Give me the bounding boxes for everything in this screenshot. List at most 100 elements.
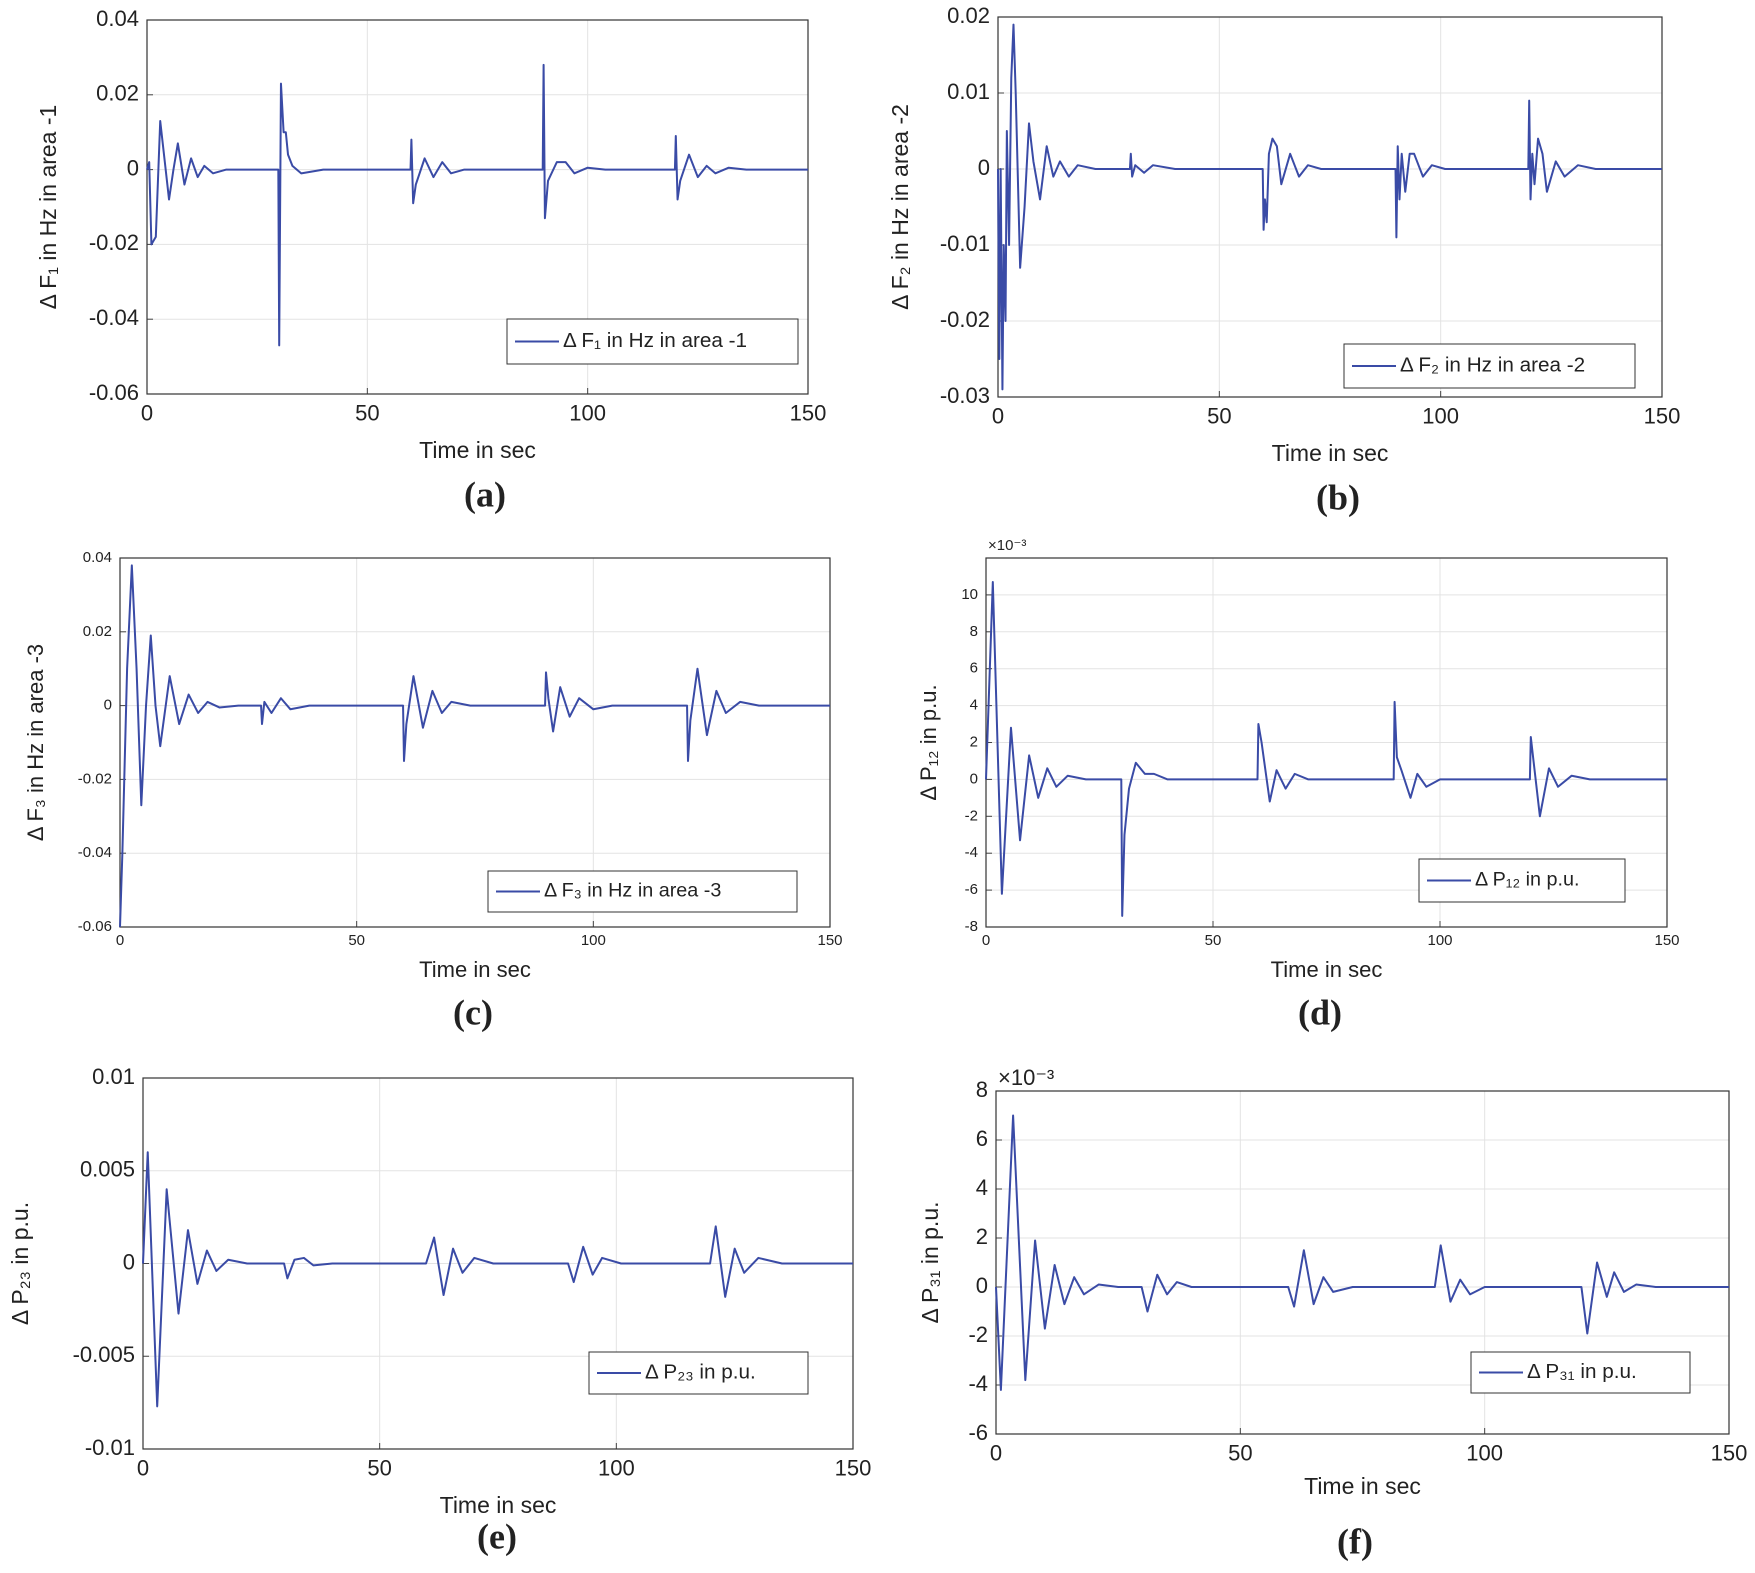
x-tick-label: 0: [116, 932, 124, 949]
y-tick-label: -4: [968, 1371, 988, 1396]
y-tick-label: -0.03: [940, 383, 990, 408]
x-axis-label: Time in sec: [1272, 440, 1389, 466]
plot-frame: [985, 557, 1668, 928]
y-tick-label: 8: [970, 623, 978, 640]
y-tick-label: 2: [970, 733, 978, 750]
x-axis-label: Time in sec: [440, 1492, 557, 1518]
x-tick-label: 100: [1427, 932, 1452, 949]
x-tick-label: 0: [992, 404, 1004, 429]
y-tick-label: -4: [965, 844, 978, 861]
x-axis-label: Time in sec: [419, 957, 531, 982]
x-tick-label: 150: [1654, 932, 1679, 949]
x-tick-label: 100: [569, 401, 606, 426]
chart-panel: -0.06 -0.04 -0.02 0 0.02 0.04 0 50 100 150 Time in…: [35, 6, 826, 514]
chart-panel: -0.01 -0.005 0 0.005 0.01 0 50 100 150 Time in se…: [7, 1064, 871, 1556]
y-tick-label: 0.005: [80, 1157, 135, 1182]
y-tick-label: -0.01: [940, 231, 990, 256]
panel-caption: (c): [453, 992, 493, 1032]
data-line: [146, 63, 808, 347]
x-tick-label: 150: [1644, 404, 1681, 429]
data-line: [995, 1114, 1729, 1391]
data-line: [119, 564, 830, 928]
panel-caption: (d): [1298, 992, 1342, 1032]
x-tick-label: 50: [1228, 1441, 1252, 1466]
x-axis-label: Time in sec: [1304, 1473, 1421, 1499]
x-tick-label: 0: [982, 932, 990, 949]
y-axis-label: Δ F₃ in Hz in area -3: [23, 644, 48, 841]
x-axis-label: Time in sec: [419, 437, 536, 463]
y-axis-label: Δ P₂₃ in p.u.: [7, 1202, 33, 1325]
y-tick-label: 0: [123, 1249, 135, 1274]
data-line: [985, 580, 1667, 917]
x-tick-label: 50: [355, 401, 379, 426]
plot-frame: [146, 19, 809, 395]
y-tick-label: -2: [965, 807, 978, 824]
y-tick-label: 2: [976, 1224, 988, 1249]
y-tick-label: -0.02: [940, 307, 990, 332]
y-tick-label: -6: [968, 1420, 988, 1445]
chart-panel: -0.06 -0.04 -0.02 0 0.02 0.04 0 50 100 150 Time in…: [23, 549, 843, 1032]
y-tick-label: 0.01: [92, 1064, 135, 1089]
axis-multiplier: ×10⁻³: [988, 537, 1026, 554]
x-tick-label: 50: [1207, 404, 1231, 429]
y-tick-label: -6: [965, 881, 978, 898]
y-tick-label: 0.02: [83, 623, 112, 640]
x-tick-label: 50: [1205, 932, 1222, 949]
chart-panel: -0.03 -0.02 -0.01 0 0.01 0.02 0 50 100 150 Time in…: [887, 3, 1680, 517]
panel-caption: (b): [1316, 477, 1360, 517]
x-tick-label: 100: [1466, 1441, 1503, 1466]
y-tick-label: -0.005: [73, 1342, 135, 1367]
y-tick-label: 0.04: [96, 6, 139, 31]
axis-multiplier: ×10⁻³: [998, 1065, 1054, 1090]
panel-caption: (e): [477, 1516, 517, 1556]
y-tick-label: 10: [961, 586, 978, 603]
y-tick-label: -8: [965, 918, 978, 935]
y-tick-label: 0: [976, 1273, 988, 1298]
panel-caption: (f): [1337, 1521, 1373, 1561]
legend-label: Δ P₃₁ in p.u.: [1527, 1360, 1637, 1383]
y-tick-label: 6: [976, 1126, 988, 1151]
y-tick-label: 0: [127, 155, 139, 180]
y-tick-label: 0.02: [947, 3, 990, 28]
x-tick-label: 100: [581, 932, 606, 949]
y-tick-label: 0.04: [83, 549, 112, 566]
y-tick-label: 6: [970, 660, 978, 677]
y-axis-label: Δ F₂ in Hz in area -2: [887, 104, 913, 310]
plot-area: [120, 558, 830, 927]
y-tick-label: 0.01: [947, 79, 990, 104]
y-tick-label: 8: [976, 1077, 988, 1102]
y-tick-label: 4: [976, 1175, 988, 1200]
y-tick-label: -0.06: [89, 380, 139, 405]
x-tick-label: 0: [141, 401, 153, 426]
y-axis-label: Δ P₃₁ in p.u.: [917, 1202, 943, 1324]
x-axis-label: Time in sec: [1271, 957, 1383, 982]
y-tick-label: -0.02: [78, 770, 112, 787]
plot-frame: [995, 1090, 1730, 1435]
data-line: [142, 1151, 853, 1408]
x-tick-label: 0: [137, 1456, 149, 1481]
x-tick-label: 150: [835, 1456, 872, 1481]
y-axis-label: Δ F₁ in Hz in area -1: [35, 105, 61, 310]
x-tick-label: 150: [1711, 1441, 1748, 1466]
y-tick-label: -0.02: [89, 230, 139, 255]
legend-label: Δ F₃ in Hz in area -3: [544, 880, 721, 902]
data-line: [997, 23, 1662, 391]
y-tick-label: 0.02: [96, 81, 139, 106]
x-tick-label: 50: [348, 932, 365, 949]
x-tick-label: 150: [817, 932, 842, 949]
x-tick-label: 150: [790, 401, 827, 426]
legend-label: Δ F₂ in Hz in area -2: [1400, 353, 1585, 376]
y-tick-label: 0: [104, 697, 112, 714]
y-tick-label: -2: [968, 1322, 988, 1347]
y-tick-label: -0.04: [89, 305, 139, 330]
y-tick-label: 4: [970, 697, 978, 714]
chart-panel: -6 -4 -2 0 2 4 6 8 0 50 100 150 ×10⁻³ Time in sec Δ P₃…: [917, 1065, 1747, 1561]
x-tick-label: 0: [990, 1441, 1002, 1466]
y-tick-label: -0.01: [85, 1435, 135, 1460]
x-tick-label: 50: [367, 1456, 391, 1481]
x-tick-label: 100: [598, 1456, 635, 1481]
legend-label: Δ F₁ in Hz in area -1: [563, 329, 747, 352]
y-tick-label: -0.06: [78, 918, 112, 935]
